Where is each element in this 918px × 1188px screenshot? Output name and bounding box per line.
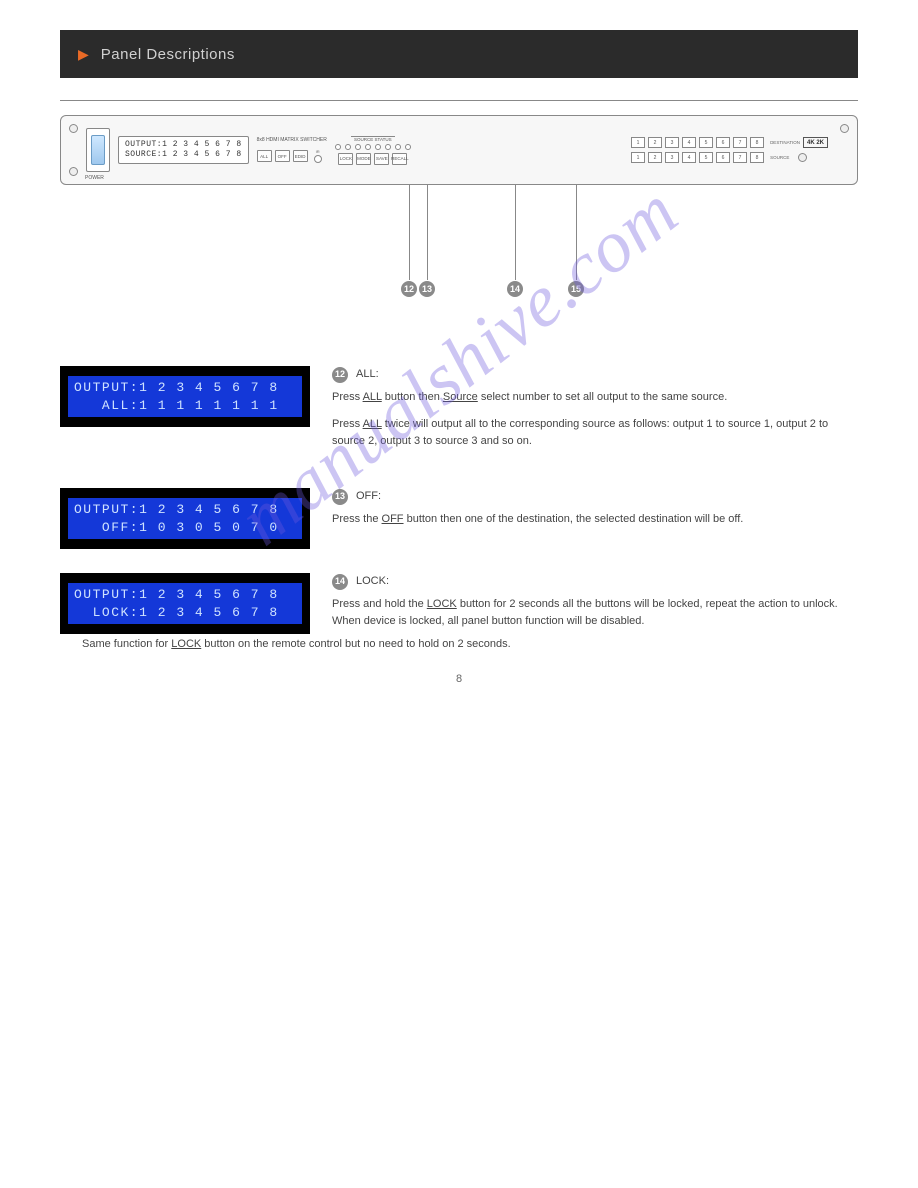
destination-row: 1 2 3 4 5 6 7 8 [631,137,764,148]
sec12-p1: Press ALL button then Source select numb… [332,389,858,406]
section-14b: Same function for LOCK button on the rem… [60,636,858,663]
source-label: SOURCE [770,155,789,160]
device-lcd: OUTPUT:1 2 3 4 5 6 7 8 SOURCE:1 2 3 4 5 … [118,136,249,163]
left-screws [69,124,78,176]
sec14-label: LOCK: [356,573,389,590]
ir-sensor-icon [314,155,322,163]
callout-15: 15 [568,281,584,297]
sec13-p1: Press the OFF button then one of the des… [332,511,858,528]
right-screws [840,124,849,176]
power-label: POWER [85,175,104,181]
source-status: SOURCE STATUS [335,136,411,150]
mode-button: MODE [356,153,371,165]
source-row: 1 2 3 4 5 6 7 8 [631,152,764,163]
callout-14: 14 [507,281,523,297]
sec12-p2: Press ALL twice will output all to the c… [332,416,858,450]
section-14: OUTPUT:1 2 3 4 5 6 7 8 LOCK:1 2 3 4 5 6 … [60,573,858,640]
4k2k-badge: 4K 2K [803,137,828,148]
lcd-screenshot-lock: OUTPUT:1 2 3 4 5 6 7 8 LOCK:1 2 3 4 5 6 … [60,573,310,634]
triangle-icon: ▶ [78,46,89,63]
edid-button: EDID [293,150,308,162]
sec14-p1: Press and hold the LOCK button for 2 sec… [332,596,858,630]
header-title: Panel Descriptions [101,46,235,63]
callout-lines: 12 13 14 15 [60,185,858,350]
sec13-label: OFF: [356,488,381,505]
ir-label: IR [316,149,320,154]
num-13: 13 [332,489,348,505]
lcd-screenshot-all: OUTPUT:1 2 3 4 5 6 7 8 ALL:1 1 1 1 1 1 1… [60,366,310,427]
callout-13: 13 [419,281,435,297]
num-14: 14 [332,574,348,590]
io-rows: 1 2 3 4 5 6 7 8 DESTINATION 4K 2K 1 2 3 … [631,137,828,163]
destination-label: DESTINATION [770,140,800,145]
section-12: OUTPUT:1 2 3 4 5 6 7 8 ALL:1 1 1 1 1 1 1… [60,366,858,460]
sec12-label: ALL: [356,366,379,383]
page-number: 8 [456,673,462,685]
sec14-p2: Same function for LOCK button on the rem… [82,636,858,653]
lock-button: LOCK [338,153,353,165]
all-button: ALL [257,150,272,162]
num-12: 12 [332,367,348,383]
save-button: SAVE [374,153,389,165]
power-switch: POWER [86,128,110,172]
section-13: OUTPUT:1 2 3 4 5 6 7 8 OFF:1 0 3 0 5 0 7… [60,488,858,555]
horizontal-rule [60,100,858,101]
func-btn-group-2: LOCK MODE SAVE RECALL [338,153,407,165]
callout-12: 12 [401,281,417,297]
section-header: ▶ Panel Descriptions [60,30,858,78]
func-btn-group-1: ALL OFF EDID [257,150,308,162]
lcd-screenshot-off: OUTPUT:1 2 3 4 5 6 7 8 OFF:1 0 3 0 5 0 7… [60,488,310,549]
recall-button: RECALL [392,153,407,165]
device-front-panel: POWER OUTPUT:1 2 3 4 5 6 7 8 SOURCE:1 2 … [60,115,858,185]
model-label: 8x8 HDMI MATRIX SWITCHER [257,137,327,143]
off-button: OFF [275,150,290,162]
